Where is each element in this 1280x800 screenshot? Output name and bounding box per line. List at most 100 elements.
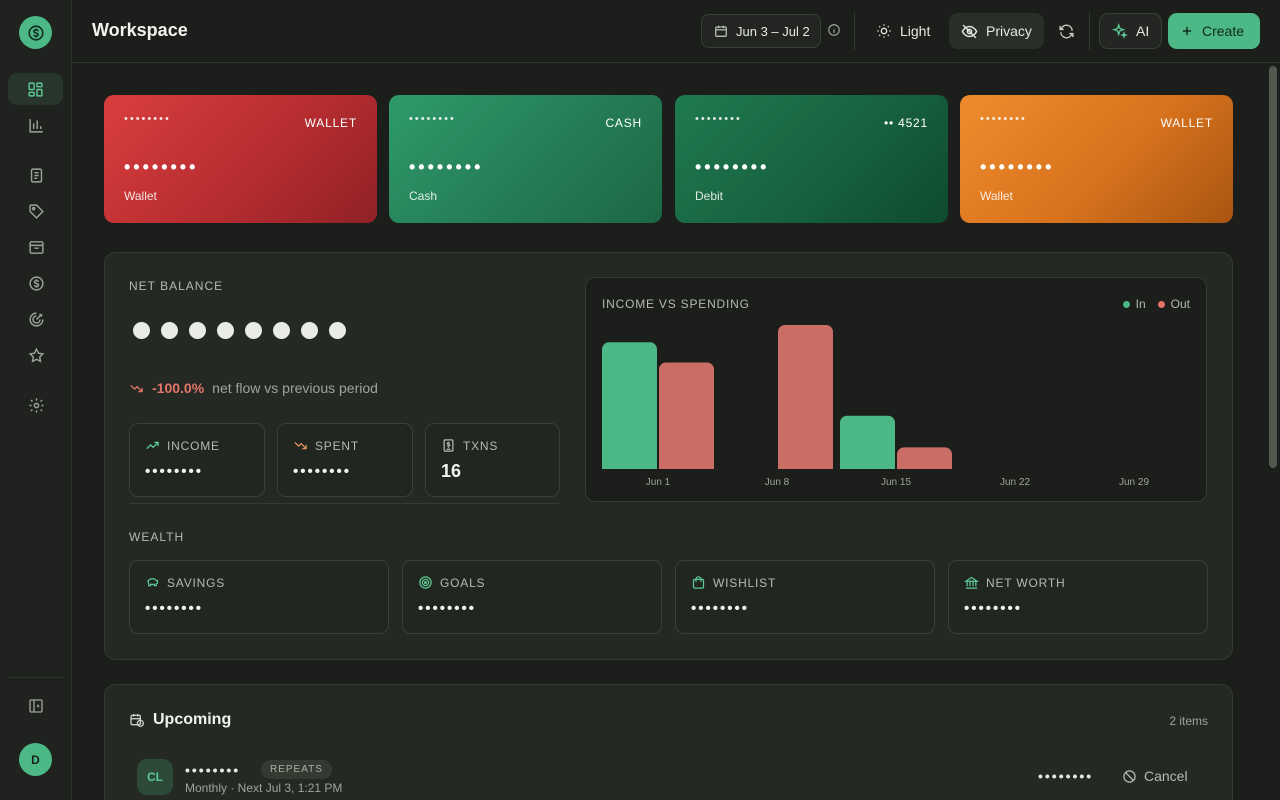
shopping-bag-icon	[692, 576, 705, 589]
date-range-label: Jun 3 – Jul 2	[736, 23, 810, 39]
chart-bar-out[interactable]	[778, 325, 833, 469]
savings-label: SAVINGS	[167, 575, 226, 590]
card-name: Cash	[409, 189, 438, 203]
app-logo[interactable]	[19, 16, 52, 49]
legend-item-in: In	[1122, 297, 1146, 311]
spent-stat[interactable]: SPENT ••••••••	[277, 423, 413, 497]
theme-toggle-button[interactable]: Light	[864, 13, 942, 49]
account-card[interactable]: •••••••• •• 4521 •••••••• Debit	[675, 95, 948, 223]
net-worth-stat[interactable]: NET WORTH ••••••••	[948, 560, 1208, 634]
savings-value: ••••••••	[145, 600, 204, 617]
chart-legend: In Out	[1122, 297, 1190, 311]
dashboard-icon	[28, 81, 43, 97]
chart-plot: Jun 1 Jun 8 Jun 15 Jun 22 Jun 29	[602, 325, 1149, 488]
inbox-icon	[28, 240, 44, 254]
sidebar-item-transactions[interactable]	[22, 161, 50, 189]
net-balance-value-masked	[133, 322, 346, 339]
cancel-label: Cancel	[1144, 768, 1188, 784]
goals-label: GOALS	[440, 575, 486, 590]
header-divider	[854, 12, 855, 50]
card-balance: ••••••••	[695, 157, 770, 177]
mask-dot	[133, 322, 150, 339]
sidebar-item-dashboard[interactable]	[8, 73, 63, 105]
upcoming-panel	[104, 684, 1233, 800]
info-icon[interactable]	[827, 23, 843, 39]
date-range-button[interactable]: Jun 3 – Jul 2	[701, 14, 821, 48]
net-worth-label: NET WORTH	[986, 575, 1066, 590]
spent-value: ••••••••	[293, 463, 352, 480]
privacy-toggle-button[interactable]: Privacy	[949, 13, 1044, 49]
x-tick-label: Jun 15	[881, 477, 911, 488]
sparkles-icon	[1112, 23, 1128, 39]
theme-label: Light	[900, 23, 931, 39]
chart-bar-in[interactable]	[602, 342, 657, 469]
top-header: Workspace Jun 3 – Jul 2 Light Privacy AI…	[72, 0, 1280, 63]
tag-icon	[28, 203, 44, 219]
refresh-icon	[1059, 24, 1074, 38]
income-label: INCOME	[167, 438, 220, 453]
card-last-digits: •• 4521	[883, 116, 928, 130]
cancel-button[interactable]: Cancel	[1122, 768, 1188, 784]
sidebar-item-settings[interactable]	[22, 391, 50, 419]
gear-icon	[28, 397, 44, 413]
chart-bar-out[interactable]	[659, 362, 714, 469]
calendar-clock-icon	[130, 714, 144, 727]
eye-off-icon	[961, 24, 978, 38]
header-divider	[1089, 12, 1090, 50]
income-value: ••••••••	[145, 463, 204, 480]
dollar-icon	[28, 275, 44, 291]
upcoming-item-schedule: Monthly · Next Jul 3, 1:21 PM	[185, 781, 343, 795]
card-number-masked: ••••••••	[695, 113, 742, 125]
x-tick-label: Jun 29	[1119, 477, 1149, 488]
sidebar-item-wishlist[interactable]	[22, 341, 50, 369]
account-card[interactable]: •••••••• CASH •••••••• Cash	[389, 95, 662, 223]
section-divider	[129, 503, 560, 504]
bank-icon	[964, 576, 979, 589]
chart-bar-in[interactable]	[840, 415, 895, 469]
card-type: WALLET	[304, 116, 357, 130]
sidebar-item-budget[interactable]	[22, 269, 50, 297]
scrollbar-thumb[interactable]	[1269, 66, 1277, 468]
wishlist-value: ••••••••	[691, 600, 750, 617]
upcoming-title: Upcoming	[153, 711, 232, 728]
upcoming-item-avatar: CL	[137, 759, 173, 795]
x-tick-label: Jun 1	[646, 477, 671, 488]
trend-percent: -100.0%	[152, 380, 205, 396]
target-icon	[419, 576, 432, 589]
refresh-button[interactable]	[1052, 13, 1081, 49]
calendar-icon	[715, 25, 727, 37]
create-button[interactable]: Create	[1168, 13, 1260, 49]
txns-stat[interactable]: TXNS 16	[425, 423, 560, 497]
chart-bar-base	[897, 461, 952, 469]
upcoming-count: 2 items	[1169, 714, 1208, 728]
card-name: Wallet	[124, 189, 157, 203]
account-card[interactable]: •••••••• WALLET •••••••• Wallet	[104, 95, 377, 223]
account-card[interactable]: •••••••• WALLET •••••••• Wallet	[960, 95, 1233, 223]
sidebar-item-reports[interactable]	[22, 111, 50, 139]
card-balance: ••••••••	[124, 157, 199, 177]
savings-stat[interactable]: SAVINGS ••••••••	[129, 560, 389, 634]
card-type: WALLET	[1160, 116, 1213, 130]
goals-value: ••••••••	[418, 600, 477, 617]
receipt-icon	[30, 167, 42, 183]
page-title: Workspace	[92, 20, 188, 40]
goals-stat[interactable]: GOALS ••••••••	[402, 560, 662, 634]
legend-label: Out	[1170, 297, 1190, 311]
privacy-label: Privacy	[986, 23, 1032, 39]
wishlist-stat[interactable]: WISHLIST ••••••••	[675, 560, 935, 634]
repeats-badge: REPEATS	[261, 760, 332, 779]
sidebar-item-categories[interactable]	[22, 197, 50, 225]
mask-dot	[273, 322, 290, 339]
panel-toggle-icon	[29, 699, 43, 713]
chart-title: INCOME VS SPENDING	[602, 297, 750, 311]
sidebar-collapse-button[interactable]	[22, 692, 50, 720]
trending-up-icon	[146, 441, 159, 450]
income-stat[interactable]: INCOME ••••••••	[129, 423, 265, 497]
ai-button[interactable]: AI	[1099, 13, 1163, 49]
user-avatar[interactable]: D	[19, 743, 52, 776]
sidebar-item-inbox[interactable]	[22, 233, 50, 261]
sidebar-item-goals[interactable]	[22, 305, 50, 333]
trend-text: net flow vs previous period	[212, 380, 378, 396]
ai-label: AI	[1136, 23, 1150, 39]
net-worth-value: ••••••••	[964, 600, 1023, 617]
